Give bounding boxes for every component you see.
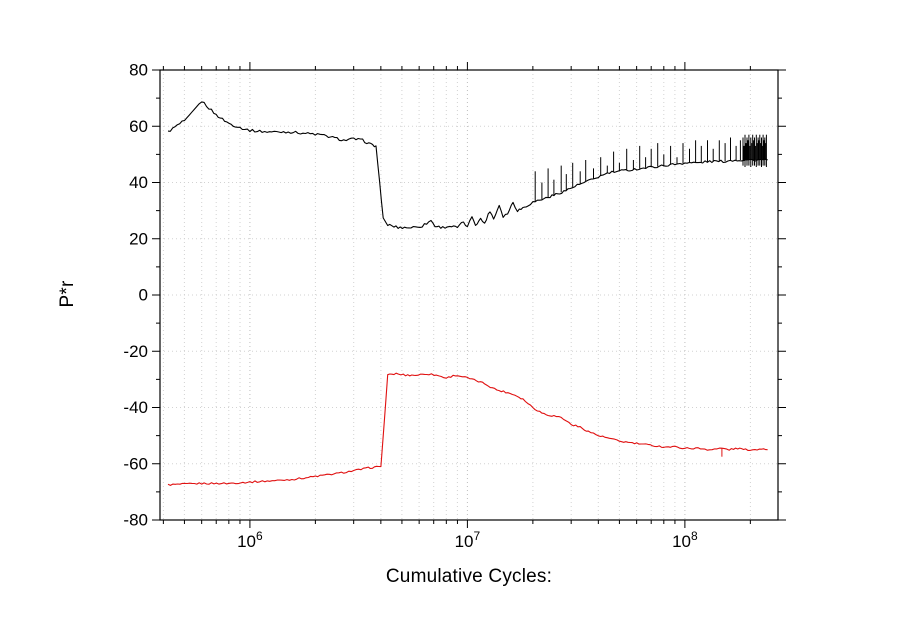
y-tick-label: -60 bbox=[123, 454, 148, 473]
y-tick-label: -40 bbox=[123, 398, 148, 417]
x-tick-label: 106 bbox=[237, 529, 263, 551]
y-tick-label: 20 bbox=[129, 229, 148, 248]
tick-labels: -80 -60 -40 -20 0 20 40 60 80 106 107 108 bbox=[123, 61, 698, 552]
plot-frame bbox=[159, 69, 779, 521]
y-axis-label: P*r bbox=[57, 280, 78, 308]
y-tick-label: 60 bbox=[129, 117, 148, 136]
x-tick-label: 107 bbox=[455, 529, 481, 551]
axis-ticks bbox=[152, 62, 786, 528]
gridlines bbox=[160, 70, 778, 520]
y-tick-label: -20 bbox=[123, 342, 148, 361]
series-line bbox=[167, 372, 768, 486]
y-tick-label: 80 bbox=[129, 61, 148, 80]
series-line bbox=[167, 101, 768, 230]
series-upper-trace bbox=[167, 101, 768, 230]
y-tick-label: -80 bbox=[123, 511, 148, 530]
y-tick-label: 0 bbox=[139, 286, 148, 305]
series-lower-trace bbox=[167, 372, 768, 486]
x-axis-label: Cumulative Cycles: bbox=[385, 566, 553, 587]
y-tick-label: 40 bbox=[129, 173, 148, 192]
x-tick-label: 108 bbox=[672, 529, 698, 551]
